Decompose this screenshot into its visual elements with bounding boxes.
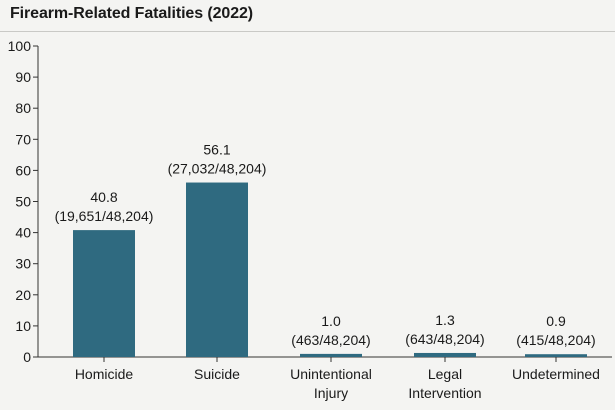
data-label-value: 56.1: [203, 142, 230, 158]
title-divider: [0, 31, 615, 32]
y-tick-label: 100: [8, 38, 32, 54]
category-label: Legal: [428, 366, 462, 382]
y-tick-label: 50: [15, 194, 31, 210]
y-tick-label: 40: [15, 225, 31, 241]
category-label: Injury: [314, 385, 348, 401]
data-label-value: 1.0: [321, 313, 341, 329]
data-label-count: (415/48,204): [516, 332, 595, 348]
bar: [525, 354, 587, 357]
bar: [300, 353, 362, 357]
category-label: Homicide: [75, 366, 134, 382]
bars: [73, 182, 587, 357]
labels: Homicide 40.8 (19,651/48,204) Suicide 56.1 (2…: [55, 142, 600, 401]
data-label-count: (19,651/48,204): [55, 208, 154, 224]
y-tick-label: 80: [15, 100, 31, 116]
category-label: Undetermined: [512, 366, 600, 382]
category-label: Intervention: [408, 385, 481, 401]
category-label: Unintentional: [290, 366, 372, 382]
data-label-count: (463/48,204): [291, 332, 370, 348]
data-label-count: (643/48,204): [405, 331, 484, 347]
y-tick-label: 10: [15, 318, 31, 334]
y-tick-label: 30: [15, 256, 31, 272]
data-label-value: 40.8: [90, 189, 117, 205]
data-label-value: 1.3: [435, 312, 455, 328]
y-tick-label: 0: [23, 349, 31, 365]
bar: [186, 182, 248, 357]
y-tick-label: 90: [15, 69, 31, 85]
bar: [414, 352, 476, 357]
data-label-count: (27,032/48,204): [168, 161, 267, 177]
category-label: Suicide: [194, 366, 240, 382]
y-tick-label: 20: [15, 287, 31, 303]
bar: [73, 230, 135, 357]
y-tick-label: 70: [15, 131, 31, 147]
data-label-value: 0.9: [546, 313, 566, 329]
y-tick-label: 60: [15, 162, 31, 178]
chart-title: Firearm-Related Fatalities (2022): [10, 5, 254, 22]
